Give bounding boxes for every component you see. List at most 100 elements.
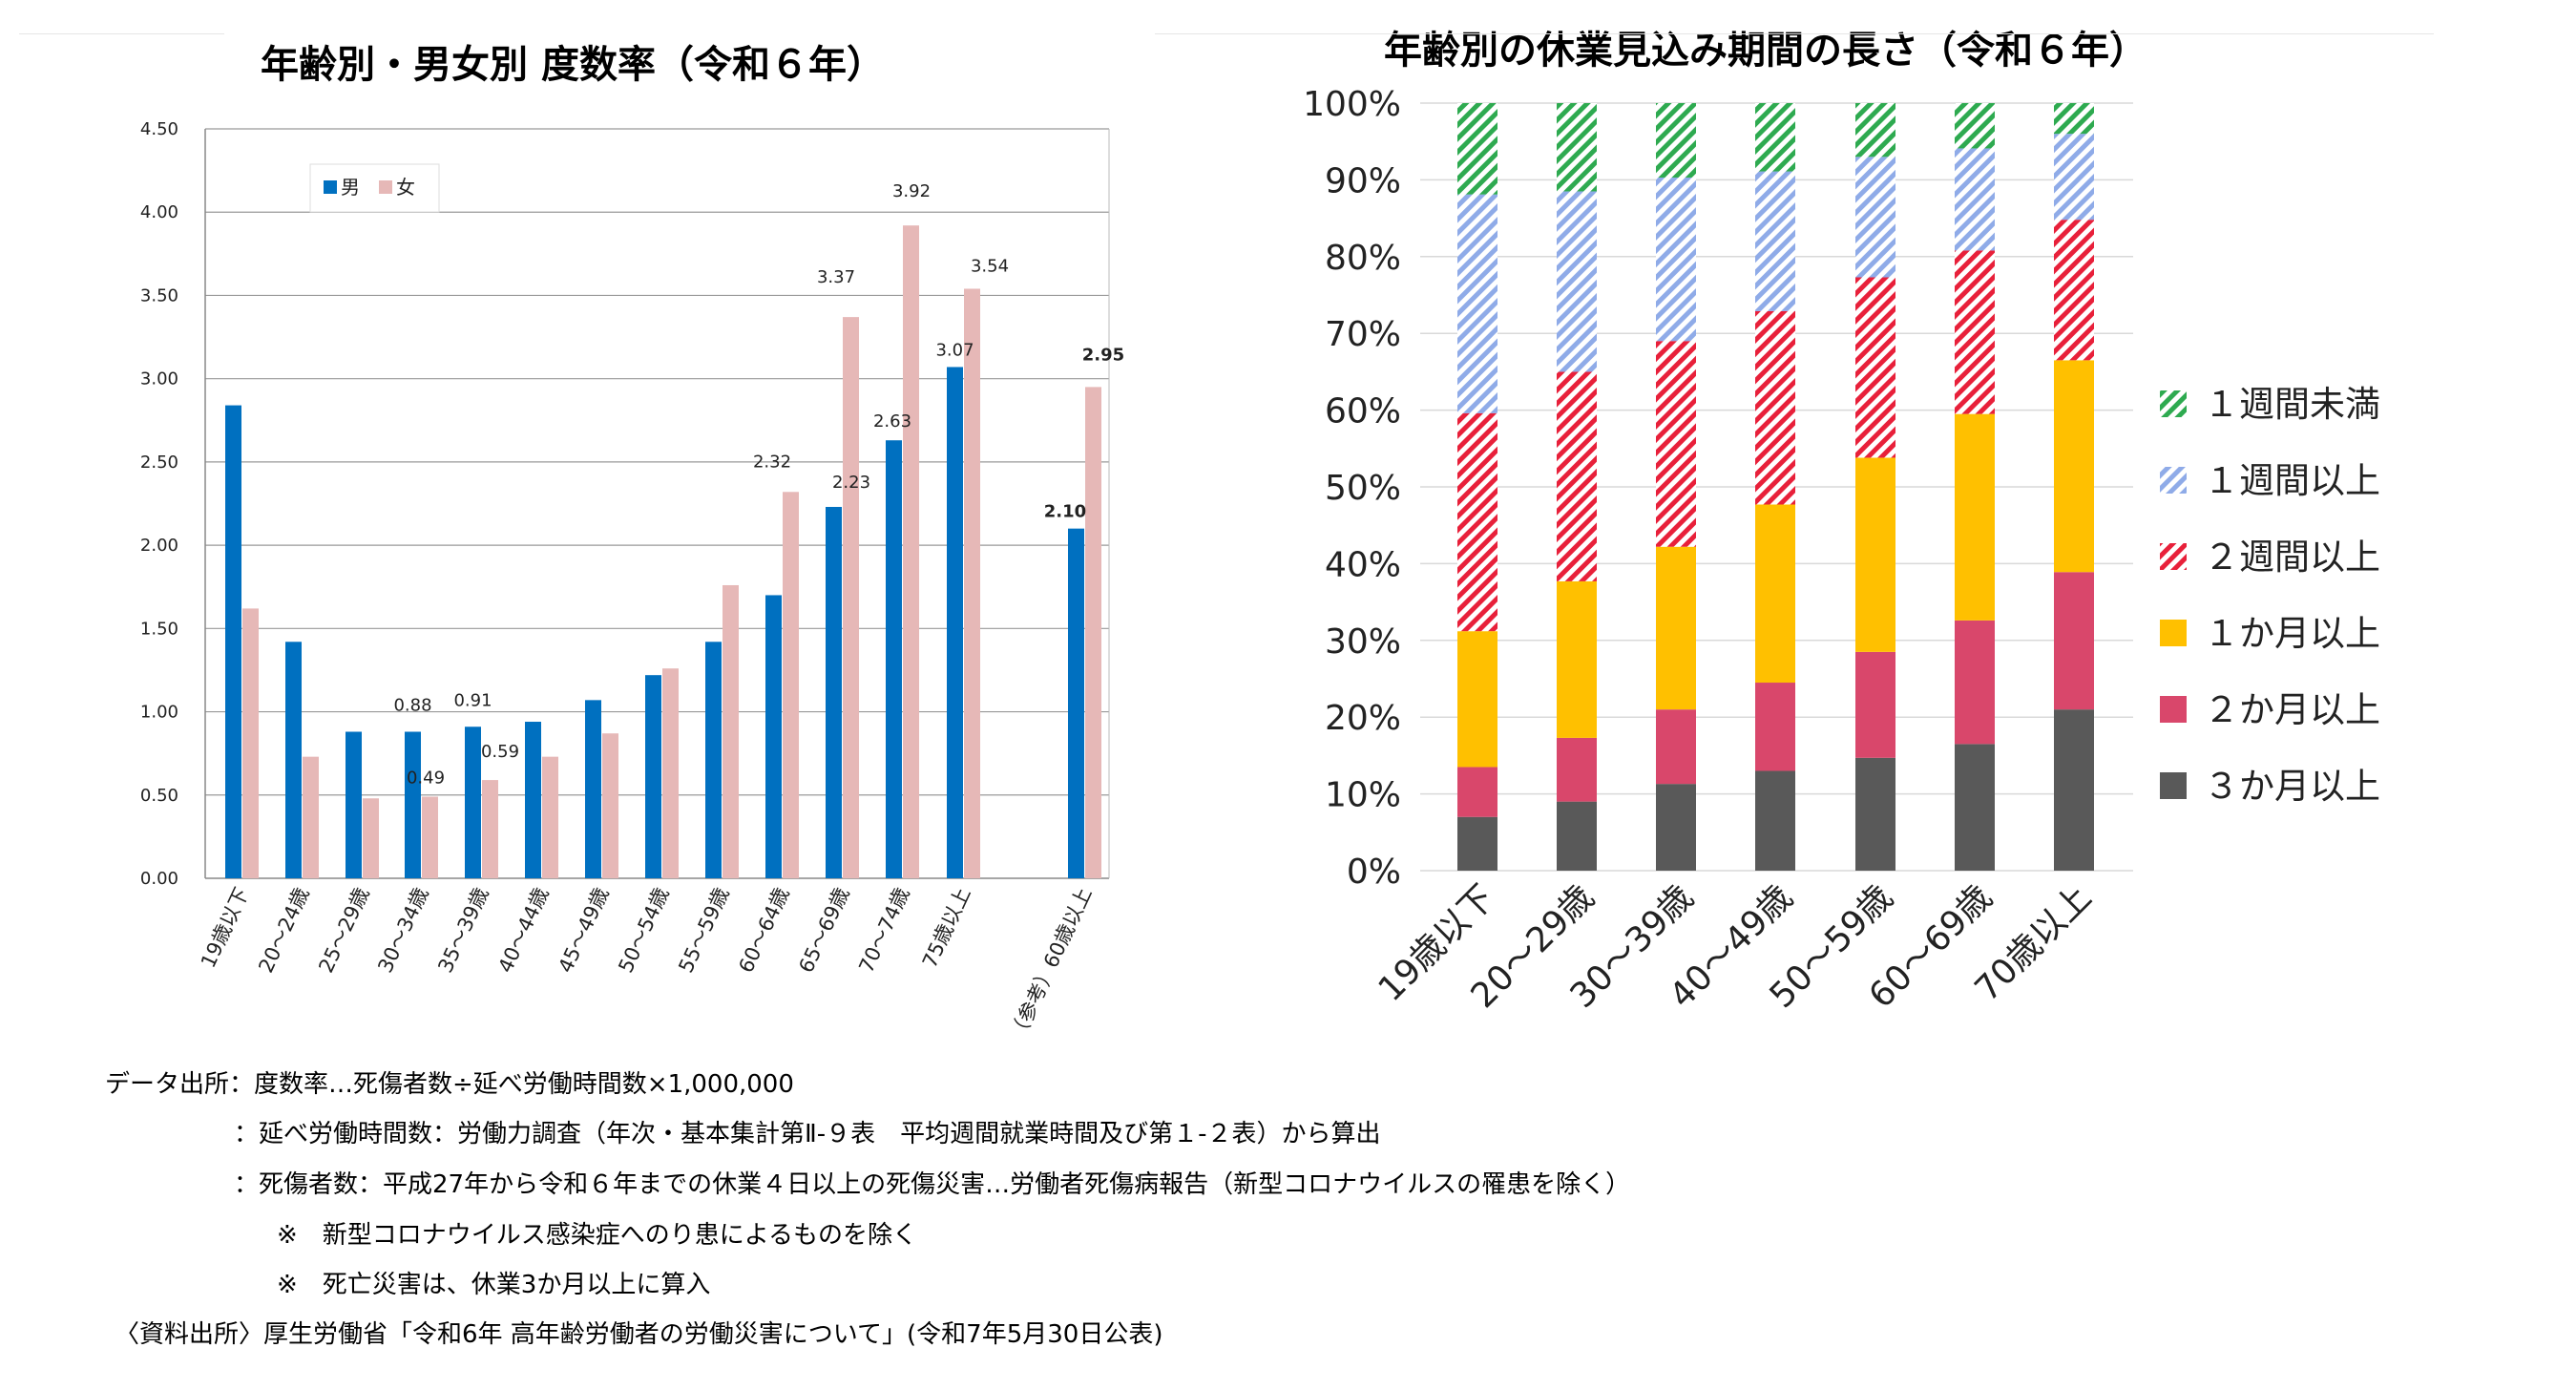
note-covid: ※ 新型コロナウイルス感染症へのり患によるものを除く bbox=[277, 1221, 918, 1250]
data-label-male: 2.63 bbox=[873, 411, 911, 432]
note-working-hours: ：延べ労働時間数：労働力調査（年次・基本集計第Ⅱ-９表 平均週間就業時間及び第１… bbox=[234, 1120, 1381, 1148]
stack-segment bbox=[1656, 177, 1696, 342]
data-label-female: 0.59 bbox=[481, 742, 519, 762]
legend-label-male: 男 bbox=[341, 176, 360, 199]
stack-segment bbox=[1755, 770, 1795, 871]
divider-right bbox=[1155, 33, 2434, 34]
data-label-male: 0.91 bbox=[453, 690, 492, 710]
bar-female bbox=[363, 798, 379, 878]
y-tick-label: 4.00 bbox=[140, 202, 178, 222]
chart2-title: 年齢別の休業見込み期間の長さ（令和６年） bbox=[1384, 29, 2147, 73]
data-label-female: 2.32 bbox=[753, 452, 791, 472]
data-label-female: 0.49 bbox=[407, 769, 445, 789]
stack-segment bbox=[1955, 103, 1995, 149]
bar-female bbox=[422, 796, 438, 878]
stack-segment bbox=[1955, 744, 1995, 871]
stack-segment bbox=[1855, 757, 1895, 871]
stack-segment bbox=[1656, 709, 1696, 785]
stack-segment bbox=[1557, 801, 1597, 871]
bar-female bbox=[1085, 387, 1101, 878]
leave-duration-chart: 0%10%20%30%40%50%60%70%80%90%100%19歳以下20… bbox=[1303, 85, 2380, 1016]
stack-segment bbox=[1656, 546, 1696, 710]
stack-segment bbox=[2054, 134, 2094, 221]
data-label-female: 3.92 bbox=[892, 181, 931, 201]
bar-male bbox=[285, 642, 302, 878]
stack-segment bbox=[1855, 277, 1895, 458]
legend-swatch bbox=[2160, 772, 2187, 799]
stack-segment bbox=[1755, 171, 1795, 311]
stack-segment bbox=[1457, 412, 1497, 632]
y-tick-label: 40% bbox=[1325, 545, 1401, 584]
bar-female bbox=[482, 780, 498, 878]
note-source-formula: データ出所：度数率…死傷者数÷延べ労働時間数×1,000,000 bbox=[105, 1070, 794, 1099]
data-label-male: 0.88 bbox=[393, 695, 431, 715]
y-tick-label: 50% bbox=[1325, 469, 1401, 508]
y-tick-label: 60% bbox=[1325, 392, 1401, 432]
stack-segment bbox=[1955, 250, 1995, 414]
bar-female bbox=[303, 756, 319, 878]
y-tick-label: 80% bbox=[1325, 239, 1401, 278]
bar-female bbox=[542, 756, 558, 878]
bar-male bbox=[405, 731, 421, 878]
data-label-female: 3.37 bbox=[817, 267, 855, 287]
legend-label-female: 女 bbox=[396, 176, 415, 199]
note-death: ※ 死亡災害は、休業3か月以上に算入 bbox=[277, 1271, 711, 1299]
bar-male bbox=[645, 675, 661, 878]
y-tick-label: 3.00 bbox=[140, 369, 178, 390]
stack-segment bbox=[1457, 767, 1497, 817]
stack-segment bbox=[1855, 157, 1895, 278]
legend-swatch-male bbox=[324, 180, 337, 194]
y-tick-label: 90% bbox=[1325, 161, 1401, 200]
stack-segment bbox=[1955, 620, 1995, 745]
stack-segment bbox=[1557, 191, 1597, 372]
y-tick-label: 2.50 bbox=[140, 453, 178, 473]
stack-segment bbox=[1457, 631, 1497, 768]
legend-swatch bbox=[2160, 696, 2187, 723]
bar-male bbox=[225, 405, 241, 878]
legend-label: ２週間以上 bbox=[2204, 537, 2380, 578]
stack-segment bbox=[1557, 580, 1597, 738]
y-tick-label: 30% bbox=[1325, 622, 1401, 662]
y-tick-label: 4.50 bbox=[140, 119, 178, 139]
data-label-female: 2.95 bbox=[1082, 345, 1124, 365]
bar-female bbox=[903, 225, 919, 878]
bar-male bbox=[1068, 528, 1084, 878]
legend-swatch bbox=[2160, 467, 2187, 494]
stack-segment bbox=[1855, 103, 1895, 158]
stack-segment bbox=[1656, 341, 1696, 547]
y-tick-label: 70% bbox=[1325, 315, 1401, 354]
stack-segment bbox=[1557, 103, 1597, 192]
y-tick-label: 0% bbox=[1347, 853, 1401, 892]
note-data-source: 〈資料出所〉厚生労働省「令和6年 高年齢労働者の労働災害について」(令和7年5月… bbox=[115, 1320, 1163, 1349]
legend-swatch bbox=[2160, 390, 2187, 417]
stack-segment bbox=[1457, 194, 1497, 413]
data-label-male: 2.23 bbox=[832, 473, 870, 493]
bar-male bbox=[705, 642, 722, 878]
stack-segment bbox=[1557, 737, 1597, 802]
data-label-male: 2.10 bbox=[1044, 502, 1086, 522]
stack-segment bbox=[2054, 220, 2094, 361]
bar-male bbox=[947, 367, 963, 878]
stack-segment bbox=[1755, 310, 1795, 505]
stack-segment bbox=[1557, 371, 1597, 581]
y-tick-label: 20% bbox=[1325, 699, 1401, 738]
legend-swatch bbox=[2160, 620, 2187, 646]
data-label-female: 3.54 bbox=[971, 256, 1009, 276]
y-tick-label: 2.00 bbox=[140, 536, 178, 556]
legend-swatch bbox=[2160, 543, 2187, 570]
stack-segment bbox=[1457, 103, 1497, 195]
stack-segment bbox=[1955, 148, 1995, 251]
stack-segment bbox=[1656, 103, 1696, 178]
bar-female bbox=[843, 317, 859, 879]
stack-segment bbox=[1955, 413, 1995, 621]
y-tick-label: 0.50 bbox=[140, 786, 178, 806]
bar-male bbox=[765, 595, 782, 878]
stack-segment bbox=[1855, 651, 1895, 758]
y-tick-label: 0.00 bbox=[140, 869, 178, 889]
data-label-male: 3.07 bbox=[935, 340, 974, 360]
bar-female bbox=[662, 668, 679, 878]
stack-segment bbox=[1855, 457, 1895, 652]
y-tick-label: 10% bbox=[1325, 776, 1401, 815]
bar-female bbox=[723, 584, 739, 878]
stack-segment bbox=[1755, 504, 1795, 684]
